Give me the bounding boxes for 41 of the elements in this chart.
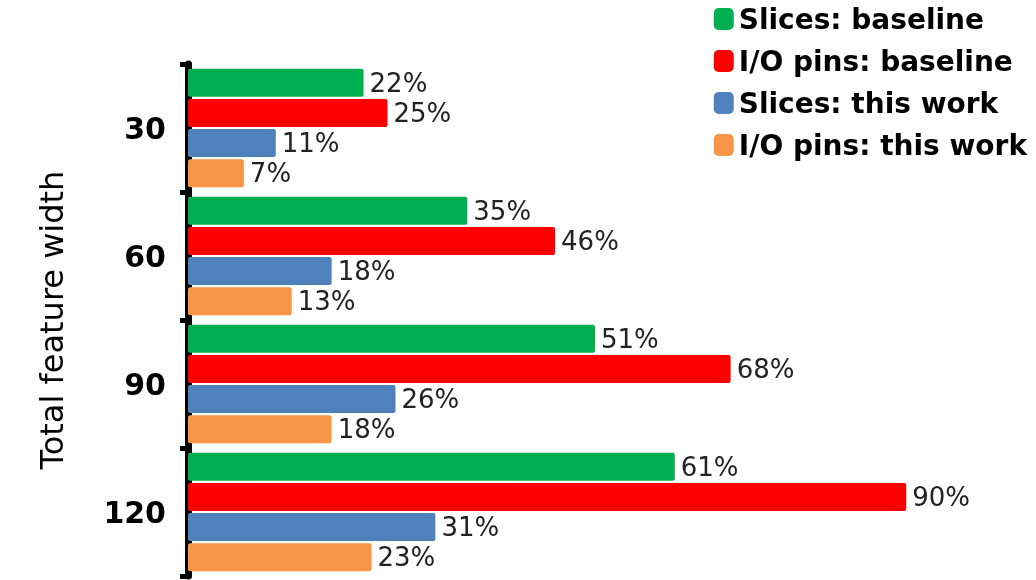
bar — [188, 287, 292, 316]
bar — [188, 482, 907, 511]
data-label: 13% — [297, 286, 356, 317]
bar — [188, 98, 388, 127]
data-label: 22% — [369, 67, 428, 98]
data-label: 61% — [680, 451, 739, 482]
bar — [188, 324, 595, 353]
bar — [188, 68, 364, 97]
data-label: 26% — [401, 384, 460, 415]
bar — [188, 452, 675, 481]
bar — [188, 159, 244, 188]
data-label: 90% — [912, 481, 970, 512]
data-label: 35% — [473, 195, 532, 226]
data-label: 25% — [393, 97, 452, 128]
data-label: 11% — [281, 128, 340, 159]
data-label: 68% — [736, 353, 795, 384]
legend-label: I/O pins: this work — [738, 128, 1029, 162]
data-label: 18% — [337, 414, 396, 445]
bar — [188, 226, 556, 255]
legend-label: I/O pins: baseline — [738, 44, 1013, 78]
y-tick-label: 30 — [124, 110, 166, 146]
legend-label: Slices: baseline — [738, 2, 985, 36]
y-tick-label: 60 — [124, 238, 166, 274]
bar — [188, 196, 468, 225]
bar — [188, 513, 436, 542]
data-label: 31% — [441, 512, 500, 543]
bar — [188, 354, 731, 383]
bar — [188, 129, 276, 158]
y-tick-label: 90 — [124, 366, 166, 402]
legend-label: Slices: this work — [738, 86, 1000, 120]
bar — [188, 257, 332, 286]
y-tick-label: 120 — [103, 494, 166, 530]
data-label: 51% — [600, 323, 659, 354]
data-label: 7% — [249, 158, 292, 189]
data-label: 46% — [561, 225, 619, 256]
data-label: 23% — [377, 542, 436, 573]
bar — [188, 385, 396, 414]
data-label: 18% — [337, 256, 396, 287]
y-axis-title: Total feature width — [33, 170, 71, 471]
bar — [188, 543, 372, 572]
bar — [188, 415, 332, 444]
